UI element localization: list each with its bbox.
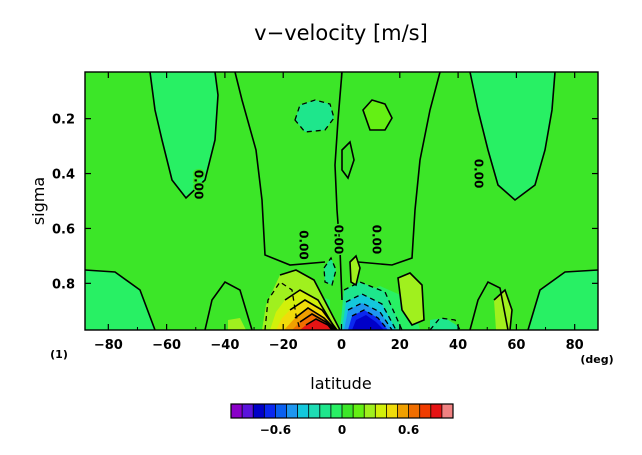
contour-fill-band xyxy=(440,72,555,200)
colorbar-swatch xyxy=(286,404,298,418)
contour-line xyxy=(204,280,253,330)
contour-line xyxy=(334,72,343,301)
x-tick-label: −80 xyxy=(94,338,123,353)
contour-label: 0.00 xyxy=(471,159,485,189)
contour-line xyxy=(469,280,509,330)
contour-fill-band xyxy=(494,290,512,330)
contour-line xyxy=(341,140,355,180)
colorbar-swatch xyxy=(319,404,332,418)
contour-line xyxy=(362,99,393,131)
contour-line xyxy=(149,72,219,200)
contour-fill-band xyxy=(228,318,246,330)
contour-line xyxy=(284,289,337,330)
colorbar-tick-label: 0.6 xyxy=(398,423,419,437)
x-axis-unit: (deg) xyxy=(580,353,613,366)
x-tick-label: 60 xyxy=(507,338,525,353)
contour-label: 0.00 xyxy=(332,225,346,255)
x-tick-label: −60 xyxy=(152,338,181,353)
contour-fill-band xyxy=(352,315,384,330)
x-tick-label: −20 xyxy=(269,338,298,353)
contour-label: 0.00 xyxy=(192,170,206,200)
contour-line xyxy=(527,269,598,330)
negative-contour-lines xyxy=(264,99,461,330)
colorbar-swatch xyxy=(242,404,254,418)
x-tick-label: 40 xyxy=(449,338,467,353)
x-tick-label: 80 xyxy=(566,338,584,353)
contour-fill-band xyxy=(398,273,424,325)
contour-fill-band xyxy=(85,72,218,198)
contour-line-dashed xyxy=(343,281,403,330)
x-tick-label: 20 xyxy=(391,338,409,353)
x-tick-label: 0 xyxy=(337,338,346,353)
contour-line-dashed xyxy=(323,256,337,286)
contour-label: 0.00 xyxy=(297,230,311,260)
contour-fill-band xyxy=(300,319,332,330)
contour-label: 0.00 xyxy=(369,225,383,255)
colorbar-swatch xyxy=(330,404,343,418)
colorbar-frame xyxy=(230,403,454,419)
contour-line xyxy=(305,318,333,330)
y-axis-label: sigma xyxy=(29,177,48,225)
contour-line xyxy=(349,254,361,287)
contour-line xyxy=(357,72,441,266)
colorbar-swatch xyxy=(297,404,310,418)
chart-title: v−velocity [m/s] xyxy=(254,21,428,45)
colorbar-swatch xyxy=(430,404,443,418)
contour-fill-band xyxy=(528,270,598,330)
contour-fill-band xyxy=(295,100,334,132)
contour-fill-band xyxy=(363,100,392,130)
colorbar-swatch xyxy=(441,404,454,418)
panel-label: (1) xyxy=(50,348,68,361)
colorbar-swatch xyxy=(275,404,287,418)
contour-line xyxy=(294,307,337,330)
contour-line xyxy=(469,72,556,202)
colorbar-swatch xyxy=(419,404,432,418)
colorbar-swatch xyxy=(342,404,354,418)
contour-line xyxy=(85,269,156,330)
colorbar-swatch xyxy=(308,404,321,418)
colorbar-swatch xyxy=(264,404,276,418)
x-axis-label: latitude xyxy=(310,374,371,393)
colorbar-swatch xyxy=(231,404,243,418)
colorbar-swatch xyxy=(386,404,398,418)
contour-line xyxy=(397,272,425,326)
contour-labels: 0.00 0.00 0.00 0.00 0.00 xyxy=(190,157,487,261)
contour-line-dashed xyxy=(264,281,301,330)
contour-line-dashed xyxy=(294,99,335,133)
colorbar-swatch xyxy=(353,404,365,418)
contour-line xyxy=(279,269,341,330)
colorbar-swatch xyxy=(364,404,376,418)
contour-line xyxy=(493,288,513,330)
y-tick-label: 0.2 xyxy=(52,113,75,128)
contour-line xyxy=(289,299,338,330)
contour-line xyxy=(234,72,326,266)
contour-lines xyxy=(85,72,598,330)
colorbar-tick-label: 0 xyxy=(338,423,346,437)
colorbar-swatch xyxy=(375,404,387,418)
colorbar-swatch xyxy=(397,404,409,418)
colorbar: −0.6 0 0.6 xyxy=(230,403,454,437)
axes: −80 −60 −40 −20 0 20 40 60 80 0.2 0.4 0.6 0.8 xyxy=(52,72,598,353)
contour-line-dashed xyxy=(345,293,397,330)
colorbar-swatch xyxy=(253,404,265,418)
contour-line-dashed xyxy=(351,309,389,330)
contour-fill-band xyxy=(85,270,155,330)
y-tick-label: 0.4 xyxy=(52,168,75,183)
x-tick-label: −40 xyxy=(210,338,239,353)
contour-line-dashed xyxy=(347,302,393,330)
colorbar-tick-label: −0.6 xyxy=(260,423,291,437)
y-tick-label: 0.6 xyxy=(52,222,75,237)
y-tick-label: 0.8 xyxy=(52,277,75,292)
colorbar-swatch xyxy=(408,404,421,418)
plot-area: 0.00 0.00 0.00 0.00 0.00 −80 −60 −40 −20 0 20 40 60… xyxy=(52,71,599,353)
contour-line xyxy=(299,313,335,330)
